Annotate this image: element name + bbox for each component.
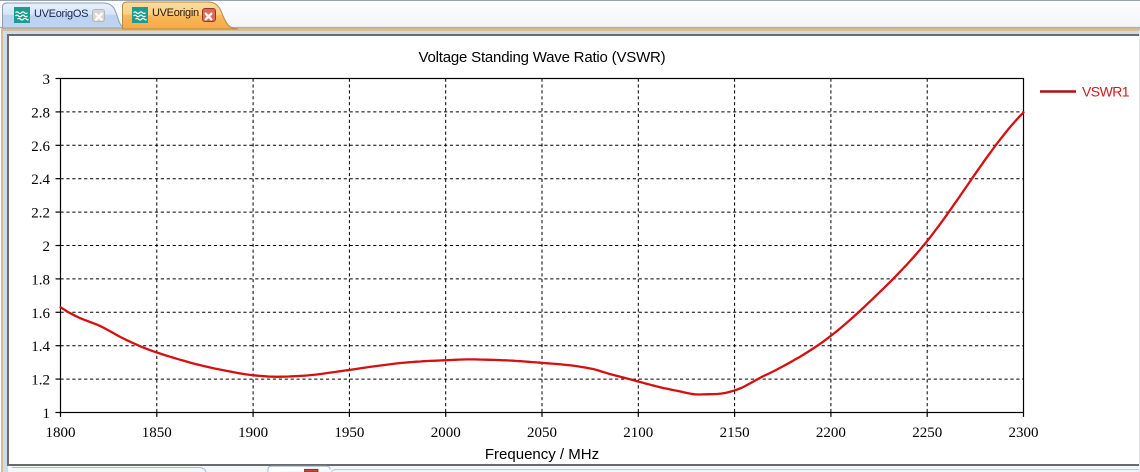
svg-text:1.6: 1.6 [31, 306, 50, 322]
svg-text:2050: 2050 [527, 425, 557, 441]
svg-text:2100: 2100 [623, 425, 653, 441]
svg-text:1: 1 [43, 406, 51, 422]
svg-text:1.8: 1.8 [31, 272, 50, 288]
svg-text:2200: 2200 [816, 425, 846, 441]
svg-text:2150: 2150 [720, 425, 750, 441]
svg-text:1950: 1950 [334, 425, 364, 441]
svg-text:2000: 2000 [431, 425, 461, 441]
svg-text:VSWR1: VSWR1 [1082, 84, 1130, 100]
svg-text:1850: 1850 [142, 425, 172, 441]
svg-text:1.2: 1.2 [31, 373, 50, 389]
svg-text:2.4: 2.4 [31, 172, 50, 188]
svg-text:2.6: 2.6 [31, 139, 50, 155]
svg-text:1800: 1800 [46, 425, 76, 441]
svg-text:Frequency / MHz: Frequency / MHz [485, 446, 599, 463]
svg-text:2: 2 [43, 239, 51, 255]
svg-text:2.2: 2.2 [31, 206, 50, 222]
svg-text:2300: 2300 [1009, 425, 1039, 441]
svg-text:3: 3 [43, 72, 51, 88]
svg-text:2.8: 2.8 [31, 105, 50, 121]
svg-text:Voltage Standing Wave Ratio (V: Voltage Standing Wave Ratio (VSWR) [419, 49, 666, 66]
svg-text:2250: 2250 [912, 425, 942, 441]
svg-text:1900: 1900 [238, 425, 268, 441]
svg-text:1.4: 1.4 [31, 339, 50, 355]
